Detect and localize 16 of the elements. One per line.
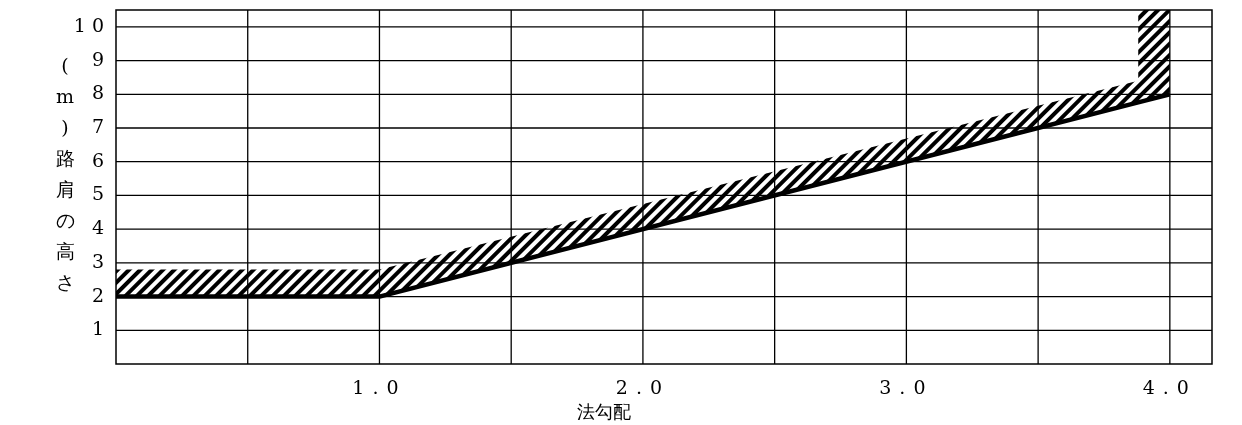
y-axis-title: (m)路肩の高さ <box>54 53 76 295</box>
y-tick-label: 3 <box>91 249 104 272</box>
y-tick-label: 6 <box>91 148 104 171</box>
y-tick-label: 8 <box>91 81 104 104</box>
y-tick-label: 1 <box>91 317 104 340</box>
y-tick-label: 1 0 <box>73 13 104 36</box>
y-tick-label: 4 <box>91 216 104 239</box>
x-tick-label: 4.0 <box>1142 376 1197 398</box>
y-tick-label: 5 <box>91 182 104 205</box>
x-tick-label: 3.0 <box>879 376 934 398</box>
y-tick-label: 9 <box>91 47 104 70</box>
y-tick-label: 2 <box>91 283 104 306</box>
y-tick-label: 7 <box>91 115 104 137</box>
x-axis-title: 法勾配 <box>577 401 631 422</box>
x-tick-label: 2.0 <box>615 376 671 398</box>
x-tick-label: 1.0 <box>352 376 407 398</box>
